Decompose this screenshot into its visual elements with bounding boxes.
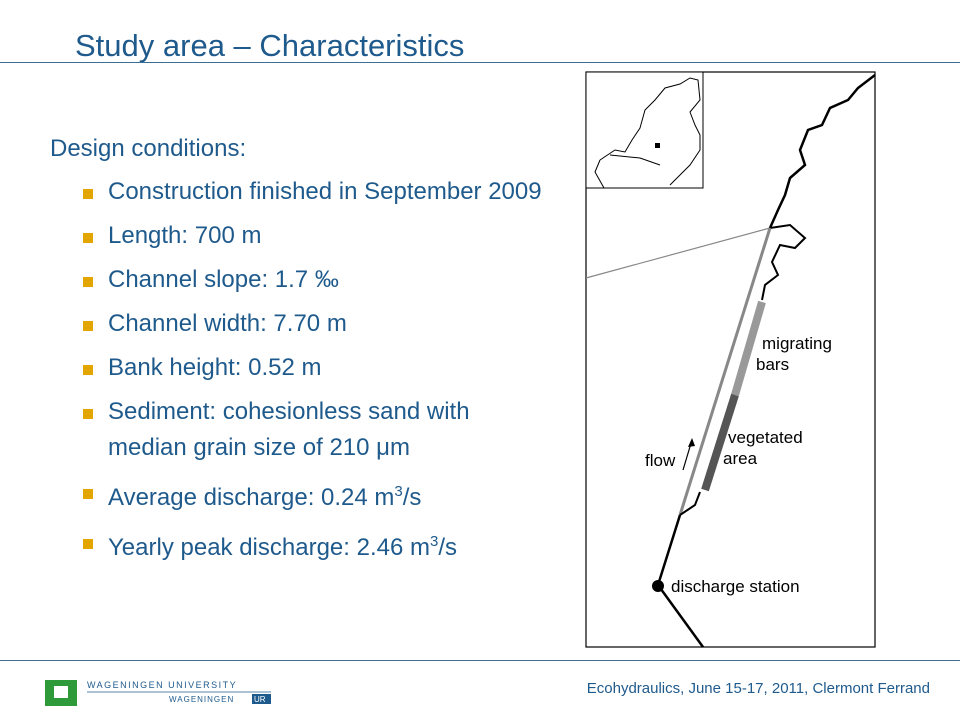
map-label: discharge station	[671, 577, 800, 596]
bullet-text: Bank height: 0.52 m	[108, 354, 322, 381]
pointer-line	[585, 227, 771, 279]
bullet-item: Average discharge: 0.24 m3/s	[83, 474, 543, 516]
bullet-item: Channel width: 7.70 m	[83, 306, 543, 342]
map-label: migrating	[762, 334, 832, 353]
bullet-list: Construction finished in September 2009 L…	[83, 174, 543, 574]
bullet-item: Channel slope: 1.7 ‰	[83, 262, 543, 298]
logo-mark-inner	[54, 686, 68, 698]
bullet-text: /s	[438, 534, 457, 561]
logo-text: WAGENINGEN	[169, 695, 234, 704]
vegetated-area	[701, 393, 739, 492]
flow-arrowhead	[688, 438, 695, 447]
bullet-item: Bank height: 0.52 m	[83, 350, 543, 386]
bullet-item: Sediment: cohesionless sand with median …	[83, 394, 543, 466]
superscript: 3	[394, 483, 403, 500]
river-bank	[761, 223, 807, 301]
slide-title: Study area – Characteristics	[75, 28, 465, 63]
study-map: migrating bars vegetated area flow disch…	[585, 71, 876, 648]
inset-outline	[594, 77, 701, 189]
map-label: flow	[645, 451, 676, 470]
bullet-item: Length: 700 m	[83, 218, 543, 254]
bullet-text: Average discharge: 0.24 m	[108, 484, 395, 511]
bullet-text: Yearly peak discharge: 2.46 m	[108, 534, 430, 561]
bullet-text: Channel width: 7.70 m	[108, 310, 347, 337]
lead-text: Design conditions:	[50, 135, 247, 162]
logo: WAGENINGEN UNIVERSITY WAGENINGEN UR	[45, 680, 271, 706]
bullet-item: Construction finished in September 2009	[83, 174, 543, 210]
map-frame	[585, 71, 876, 648]
logo-badge-text: UR	[254, 695, 266, 704]
superscript: 3	[429, 533, 439, 550]
station-marker	[652, 580, 664, 592]
logo-badge	[252, 694, 271, 704]
bullet-item: Yearly peak discharge: 2.46 m3/s	[83, 524, 543, 566]
channel	[678, 227, 772, 516]
title-rule	[0, 62, 960, 63]
river-upstream	[768, 74, 876, 229]
bullet-text: Channel slope: 1.7 ‰	[108, 266, 339, 293]
footer-text: Ecohydraulics, June 15-17, 2011, Clermon…	[586, 680, 930, 697]
logo-text: WAGENINGEN UNIVERSITY	[87, 680, 237, 690]
map-label: bars	[756, 355, 789, 374]
river-join	[679, 491, 701, 516]
migrating-bars	[731, 300, 766, 397]
inset-frame	[585, 71, 704, 189]
bullet-text: Length: 700 m	[108, 222, 262, 249]
inset-marker	[655, 143, 660, 148]
bullet-text: /s	[402, 484, 422, 511]
map-label: vegetated	[728, 428, 803, 447]
bullet-text: Sediment: cohesionless sand with median …	[108, 398, 470, 461]
footer-rule	[0, 660, 960, 661]
map-label: area	[723, 449, 758, 468]
bullet-text: Construction finished in September 2009	[108, 178, 542, 205]
